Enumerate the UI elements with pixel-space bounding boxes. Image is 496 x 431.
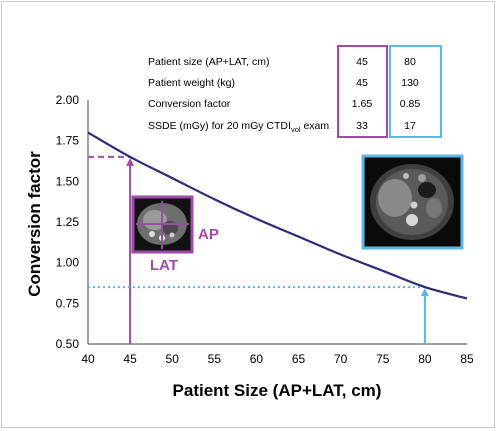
x-tick-label: 50 — [166, 352, 180, 366]
data-table: Patient size (AP+LAT, cm) Patient weight… — [148, 45, 442, 138]
y-tick-label: 0.75 — [56, 296, 80, 310]
y-tick-label: 1.00 — [56, 256, 80, 270]
x-tick-label: 45 — [123, 352, 137, 366]
x-tick-label: 40 — [81, 352, 95, 366]
table-label-size: Patient size (AP+LAT, cm) — [148, 56, 269, 68]
table-weight-80: 130 — [401, 77, 419, 89]
table-size-80: 80 — [404, 56, 416, 68]
x-tick-labels: 40 45 50 55 60 65 70 75 80 85 — [81, 352, 474, 366]
table-factor-80: 0.85 — [400, 98, 421, 110]
x-tick-label: 80 — [418, 352, 432, 366]
small-patient-ct-image — [131, 195, 194, 254]
x-tick-label: 65 — [292, 352, 306, 366]
large-patient-ct-image — [361, 154, 464, 250]
x-tick-label: 55 — [208, 352, 222, 366]
table-ssde-45: 33 — [356, 120, 368, 132]
table-column-box-80 — [389, 45, 442, 138]
x-tick-label: 70 — [334, 352, 348, 366]
y-tick-labels: 0.50 0.75 1.00 1.25 1.50 1.75 2.00 — [56, 93, 80, 351]
reference-lines — [88, 155, 429, 344]
y-axis-title: Conversion factor — [25, 151, 44, 297]
ap-label: AP — [198, 226, 219, 243]
conversion-factor-curve — [87, 131, 468, 300]
table-size-45: 45 — [356, 56, 368, 68]
reference-arrowhead-80 — [420, 288, 429, 297]
lat-label: LAT — [150, 257, 178, 274]
table-label-factor: Conversion factor — [148, 98, 231, 110]
x-tick-label: 60 — [250, 352, 264, 366]
x-tick-label: 85 — [460, 352, 474, 366]
table-column-box-45 — [337, 45, 388, 138]
y-tick-label: 1.75 — [56, 134, 80, 148]
table-label-weight: Patient weight (kg) — [148, 77, 235, 89]
x-tick-label: 75 — [376, 352, 390, 366]
table-weight-45: 45 — [356, 77, 368, 89]
table-factor-45: 1.65 — [352, 98, 373, 110]
reference-arrowhead-45 — [126, 157, 135, 166]
table-label-ssde: SSDE (mGy) for 20 mGy CTDIvol exam — [148, 120, 329, 134]
y-tick-label: 0.50 — [56, 337, 80, 351]
y-tick-label: 2.00 — [56, 93, 80, 107]
y-tick-label: 1.50 — [56, 174, 80, 188]
y-tick-label: 1.25 — [56, 215, 80, 229]
x-axis-title: Patient Size (AP+LAT, cm) — [173, 381, 382, 400]
table-ssde-80: 17 — [404, 120, 416, 132]
